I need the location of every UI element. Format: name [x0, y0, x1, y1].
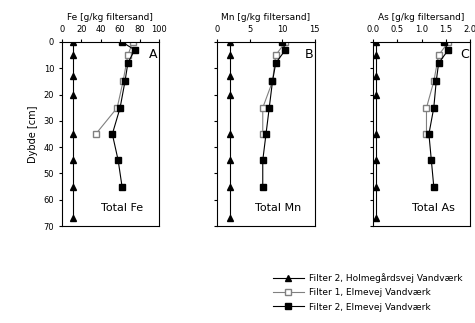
- X-axis label: Mn [g/kg filtersand]: Mn [g/kg filtersand]: [221, 13, 311, 22]
- X-axis label: As [g/kg filtersand]: As [g/kg filtersand]: [379, 13, 465, 22]
- Text: Total As: Total As: [412, 203, 455, 213]
- Y-axis label: Dybde [cm]: Dybde [cm]: [28, 105, 38, 163]
- Text: Total Mn: Total Mn: [255, 203, 301, 213]
- Text: Total Fe: Total Fe: [101, 203, 143, 213]
- Text: B: B: [305, 47, 314, 60]
- Text: A: A: [149, 47, 158, 60]
- X-axis label: Fe [g/kg filtersand]: Fe [g/kg filtersand]: [67, 13, 153, 22]
- Legend: Filter 2, Holmegårdsvej Vandværk, Filter 1, Elmevej Vandværk, Filter 2, Elmevej : Filter 2, Holmegårdsvej Vandværk, Filter…: [269, 269, 466, 315]
- Text: C: C: [461, 47, 469, 60]
